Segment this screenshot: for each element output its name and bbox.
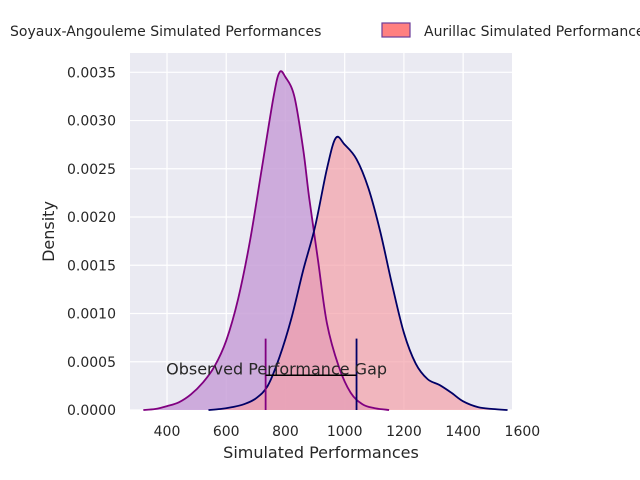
density-line-aurillac <box>208 135 508 411</box>
y-tick-label: 0.0030 <box>67 114 116 130</box>
legend-entry-aurillac: Aurillac Simulated Performances <box>424 24 640 40</box>
y-tick-label: 0.0010 <box>67 307 116 323</box>
x-tick-label: 1200 <box>386 424 422 440</box>
annotation-label: Observed Performance Gap <box>166 360 387 379</box>
x-tick-label: 1600 <box>505 424 541 440</box>
y-tick-label: 0.0035 <box>67 65 116 81</box>
x-tick-label: 400 <box>154 424 181 440</box>
x-tick-label: 800 <box>272 424 299 440</box>
y-axis-label: Density <box>39 201 58 262</box>
y-tick-label: 0.0015 <box>67 258 116 274</box>
density-series <box>143 70 508 411</box>
legend-entry-soyaux: Soyaux-Angouleme Simulated Performances <box>10 24 321 40</box>
y-tick-label: 0.0025 <box>67 162 116 178</box>
x-tick-labels: 400 600 800 1000 1200 1400 1600 <box>154 424 541 440</box>
y-tick-labels: 0.0000 0.0005 0.0010 0.0015 0.0020 0.0025 0.00… <box>67 65 116 419</box>
legend: Soyaux-Angouleme Simulated Performances … <box>10 22 640 40</box>
legend-swatch-aurillac <box>381 22 411 38</box>
y-tick-label: 0.0000 <box>67 403 116 419</box>
x-tick-label: 600 <box>213 424 240 440</box>
x-tick-label: 1000 <box>327 424 363 440</box>
y-tick-label: 0.0005 <box>67 355 116 371</box>
x-tick-label: 1400 <box>445 424 481 440</box>
density-area-aurillac <box>208 136 508 410</box>
density-area-soyaux <box>143 71 390 410</box>
performance-gap-annotation: Observed Performance Gap <box>166 338 387 410</box>
y-tick-label: 0.0020 <box>67 210 116 226</box>
density-line-soyaux <box>143 70 390 411</box>
x-axis-label: Simulated Performances <box>223 443 419 462</box>
